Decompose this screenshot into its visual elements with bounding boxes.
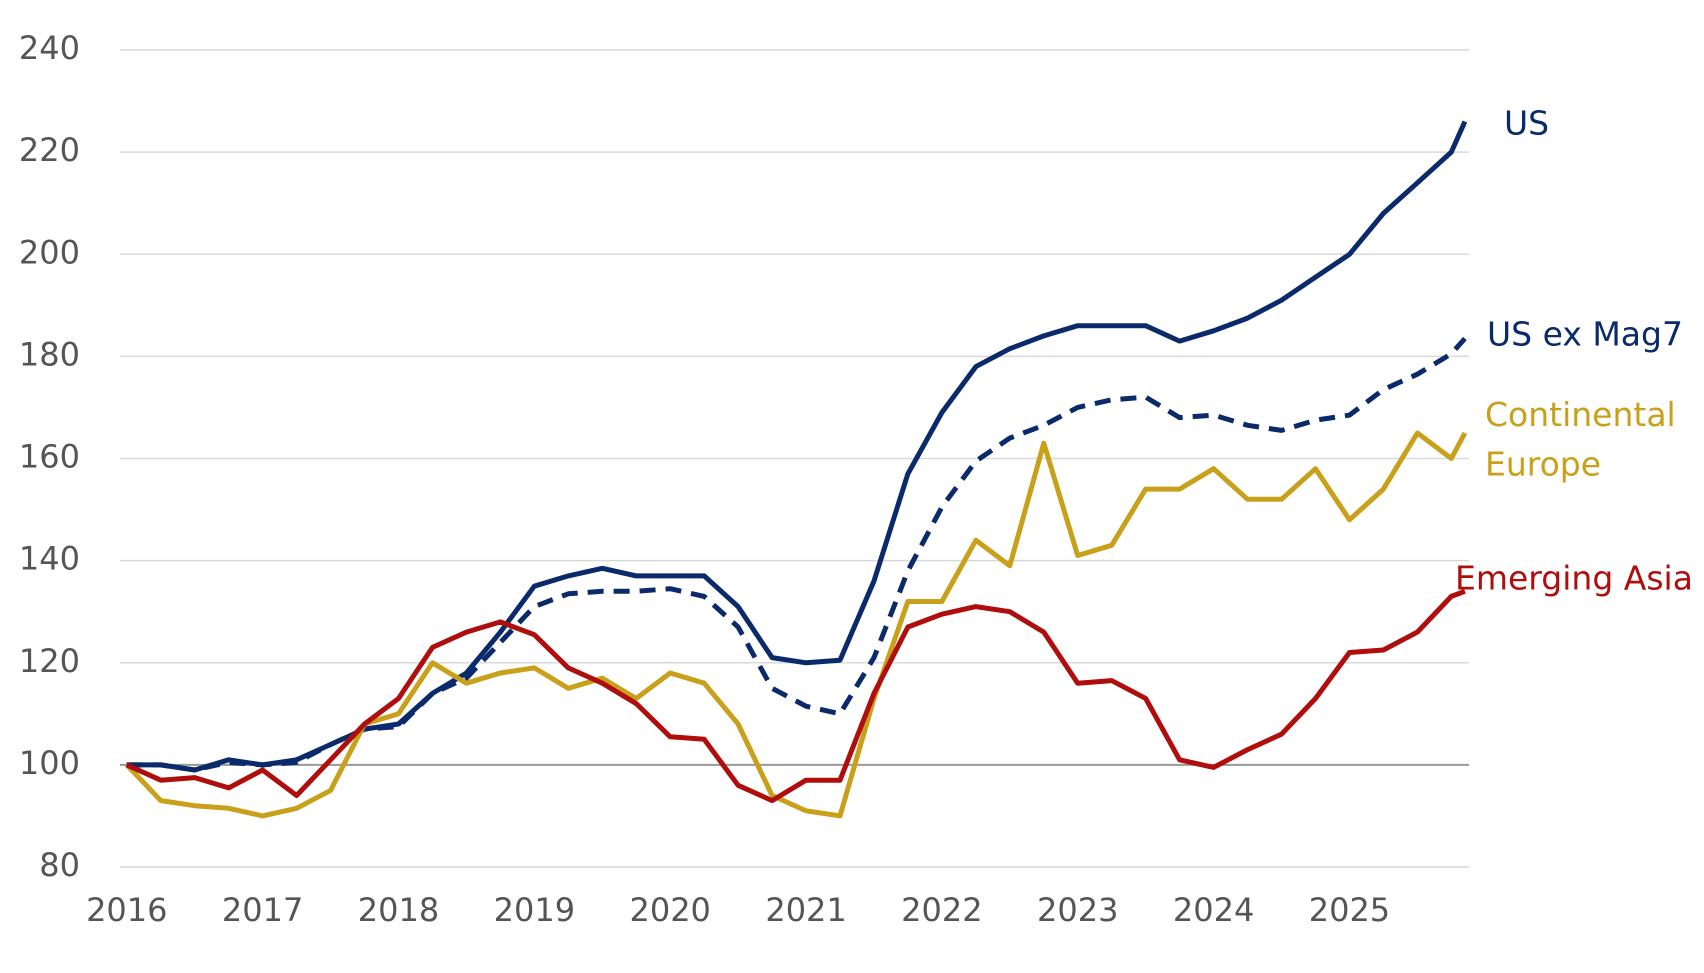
y-tick-label: 100 xyxy=(19,744,80,782)
y-tick-label: 200 xyxy=(19,233,80,271)
x-tick-label: 2016 xyxy=(86,891,167,929)
x-tick-label: 2020 xyxy=(629,891,710,929)
x-tick-label: 2017 xyxy=(222,891,303,929)
x-tick-label: 2021 xyxy=(765,891,846,929)
series-line xyxy=(125,588,1466,804)
y-tick-label: 180 xyxy=(19,335,80,373)
series-line xyxy=(124,430,1468,819)
x-tick-label: 2019 xyxy=(494,891,575,929)
y-tick-label: 240 xyxy=(19,29,80,67)
x-tick-label: 2018 xyxy=(358,891,439,929)
legend-label: US xyxy=(1504,104,1549,143)
y-tick-label: 160 xyxy=(19,438,80,476)
y-tick-label: 120 xyxy=(19,642,80,680)
x-tick-label: 2025 xyxy=(1309,891,1390,929)
series-line xyxy=(126,336,1467,773)
legend-label: Emerging Asia xyxy=(1455,559,1693,598)
x-tick-label: 2022 xyxy=(901,891,982,929)
legend-label: US ex Mag7 xyxy=(1487,315,1683,354)
x-tick-label: 2023 xyxy=(1037,891,1118,929)
legend-label: Continental Europe xyxy=(1485,395,1686,484)
y-tick-label: 80 xyxy=(39,846,80,884)
y-tick-label: 140 xyxy=(19,540,80,578)
x-tick-label: 2024 xyxy=(1173,891,1254,929)
y-tick-label: 220 xyxy=(19,131,80,169)
series-line xyxy=(126,120,1468,773)
